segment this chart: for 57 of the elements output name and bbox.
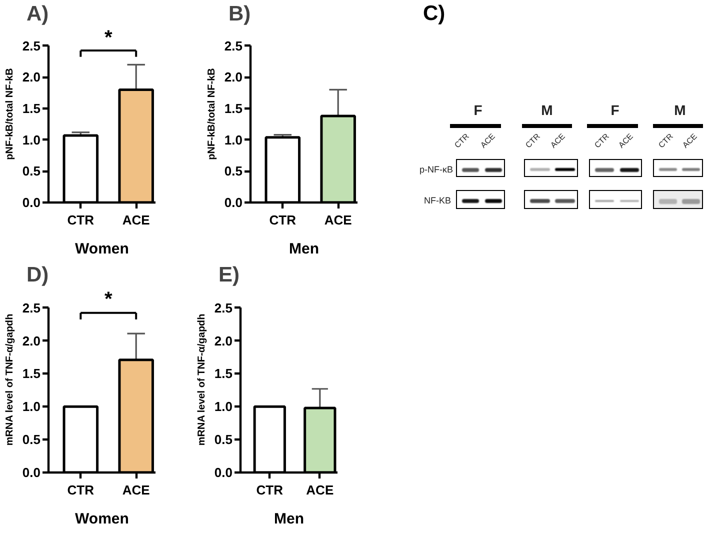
- chart-title: E): [218, 264, 240, 286]
- x-tick-label: CTR: [256, 482, 284, 498]
- y-tick-label: 0.0: [224, 195, 243, 210]
- text: CTR: [592, 131, 612, 151]
- y-tick-label: 0.5: [22, 164, 41, 179]
- x-tick-label: ACE: [122, 482, 150, 498]
- text: CTR: [656, 131, 676, 151]
- y-axis-title: mRNA level of TNF-α/gapdh: [196, 314, 208, 446]
- y-tick-label: 0.5: [224, 164, 243, 179]
- x-tick-label: ACE: [324, 212, 352, 228]
- x-axis-title: Women: [75, 510, 129, 528]
- y-tick-label: 2.0: [22, 70, 41, 85]
- annotation: *: [104, 288, 112, 311]
- x-tick-label: CTR: [269, 212, 297, 228]
- x-tick-label: CTR: [67, 482, 95, 498]
- text: CTR: [452, 131, 472, 151]
- y-tick-label: 2.0: [214, 333, 233, 348]
- text: M: [541, 101, 553, 120]
- y-tick-label: 0.0: [214, 465, 233, 480]
- y-tick-label: 1.0: [22, 132, 41, 148]
- y-tick-label: 2.0: [224, 70, 243, 85]
- y-tick-label: 1.0: [214, 399, 233, 414]
- x-tick-label: ACE: [306, 482, 334, 498]
- y-tick-label: 0.5: [22, 432, 41, 448]
- y-axis-title: mRNA level of TNF-α/gapdh: [4, 314, 16, 446]
- chart-title: A): [26, 2, 49, 26]
- text: p-NF-κB: [420, 164, 453, 176]
- y-tick-label: 0.0: [22, 465, 41, 480]
- y-tick-label: 1.5: [224, 101, 243, 116]
- annotation: *: [104, 27, 112, 50]
- chart-title: B): [228, 2, 251, 26]
- text: F: [610, 101, 620, 120]
- y-tick-label: 2.5: [22, 300, 41, 316]
- text: C): [423, 1, 446, 27]
- y-tick-label: 0.0: [22, 195, 41, 210]
- text: F: [474, 101, 482, 120]
- y-tick-label: 2.5: [224, 38, 243, 54]
- text: M: [674, 101, 686, 120]
- y-tick-label: 2.5: [214, 300, 233, 316]
- y-tick-label: 0.5: [214, 432, 233, 448]
- y-axis-title: pNF-kB/total NF-kB: [4, 68, 16, 160]
- x-tick-label: ACE: [122, 212, 150, 228]
- x-tick-label: CTR: [67, 212, 95, 228]
- text: CTR: [523, 131, 543, 151]
- text: NF-KB: [424, 194, 451, 208]
- y-tick-label: 1.0: [22, 399, 41, 414]
- y-tick-label: 1.5: [22, 366, 41, 382]
- x-axis-title: Men: [274, 510, 304, 528]
- y-tick-label: 1.0: [224, 132, 243, 148]
- x-axis-title: Women: [75, 240, 129, 258]
- y-tick-label: 1.5: [22, 101, 41, 116]
- chart-title: D): [26, 264, 49, 286]
- y-tick-label: 2.0: [22, 333, 41, 348]
- y-tick-label: 2.5: [22, 38, 41, 54]
- y-axis-title: pNF-kB/total NF-kB: [206, 68, 218, 160]
- x-axis-title: Men: [289, 240, 319, 258]
- y-tick-label: 1.5: [214, 366, 233, 382]
